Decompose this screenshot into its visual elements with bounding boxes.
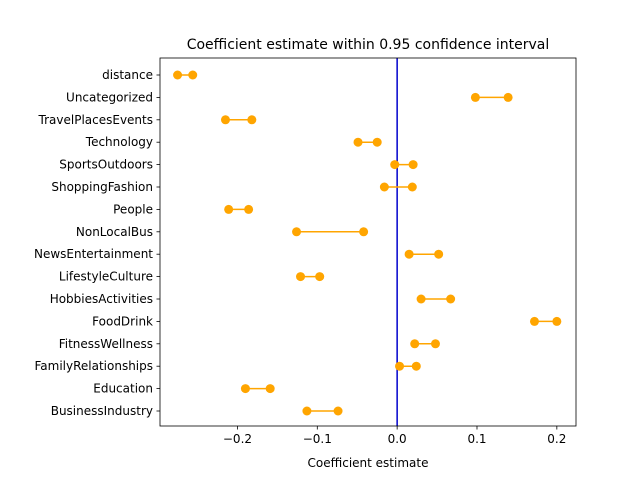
interval-low-point	[292, 227, 302, 237]
axes-frame	[159, 57, 577, 427]
interval-low-point	[240, 384, 250, 394]
interval-low-point	[353, 137, 363, 147]
x-tick-label: −0.1	[303, 432, 332, 446]
interval-high-point	[503, 92, 513, 102]
y-tick-label: NewsEntertainment	[34, 247, 153, 261]
interval-low-point	[470, 92, 480, 102]
y-tick-label: distance	[102, 68, 153, 82]
y-tick-label: HobbiesActivities	[50, 292, 153, 306]
interval-high-point	[411, 361, 421, 371]
y-tick-label: NonLocalBus	[76, 225, 153, 239]
interval-high-point	[407, 182, 417, 192]
interval-low-point	[416, 294, 426, 304]
x-tick-label: −0.2	[223, 432, 252, 446]
x-tick-label: 0.1	[467, 432, 486, 446]
interval-low-point	[395, 361, 405, 371]
interval-low-point	[390, 160, 400, 170]
interval-high-point	[446, 294, 456, 304]
interval-high-point	[434, 249, 444, 259]
interval-high-point	[430, 339, 440, 349]
x-axis-label: Coefficient estimate	[308, 456, 429, 470]
y-tick-label: ShoppingFashion	[51, 180, 153, 194]
interval-high-point	[408, 160, 418, 170]
y-tick-label: Uncategorized	[66, 90, 153, 104]
interval-low-point	[379, 182, 389, 192]
interval-high-point	[244, 204, 254, 214]
interval-low-point	[404, 249, 414, 259]
interval-high-point	[315, 272, 325, 282]
interval-low-point	[224, 204, 234, 214]
interval-low-point	[296, 272, 306, 282]
interval-low-point	[173, 70, 183, 80]
interval-high-point	[265, 384, 275, 394]
y-tick-label: LifestyleCulture	[59, 270, 153, 284]
y-tick-label: FitnessWellness	[59, 337, 153, 351]
y-tick-label: Technology	[85, 135, 153, 149]
plot-area: distance Uncategorized TravelPlacesEvents T…	[34, 57, 577, 446]
y-tick-label: Education	[93, 382, 153, 396]
y-tick-label: FoodDrink	[92, 314, 153, 328]
y-tick-label: BusinessIndustry	[51, 404, 153, 418]
y-tick-label: TravelPlacesEvents	[38, 113, 153, 127]
x-tick-label: 0.2	[547, 432, 566, 446]
interval-high-point	[247, 115, 257, 125]
interval-high-point	[333, 406, 343, 416]
interval-high-point	[188, 70, 198, 80]
interval-high-point	[372, 137, 382, 147]
y-tick-label: SportsOutdoors	[59, 158, 153, 172]
interval-low-point	[302, 406, 312, 416]
x-tick-label: 0.0	[388, 432, 407, 446]
chart-title: Coefficient estimate within 0.95 confide…	[187, 37, 550, 53]
interval-high-point	[552, 316, 562, 326]
interval-high-point	[359, 227, 369, 237]
interval-low-point	[410, 339, 420, 349]
y-tick-label: People	[113, 202, 153, 216]
interval-low-point	[220, 115, 230, 125]
interval-low-point	[529, 316, 539, 326]
y-tick-label: FamilyRelationships	[34, 359, 153, 373]
